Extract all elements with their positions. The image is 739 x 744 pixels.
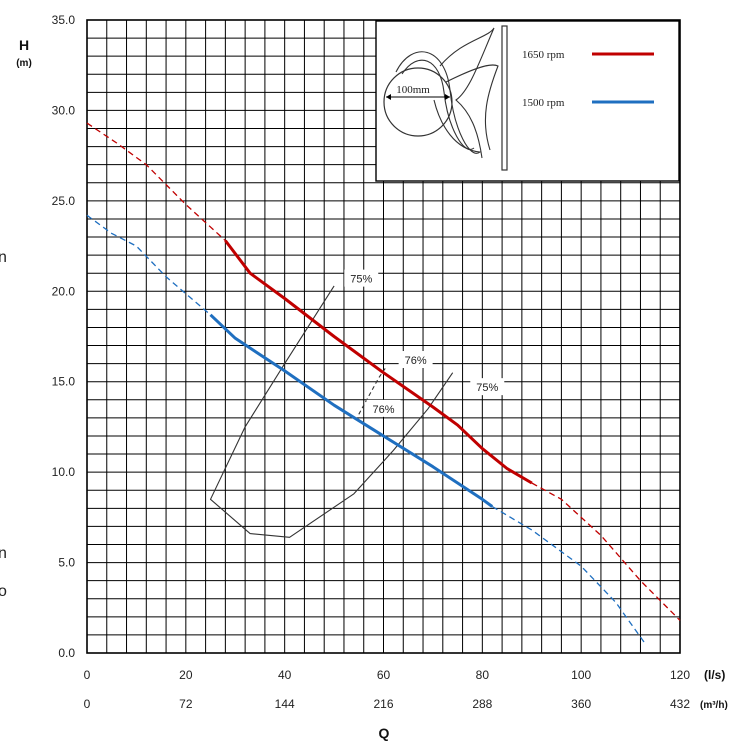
y-tick-label: 10.0 [52,465,76,479]
efficiency-label-bg [366,399,401,417]
impeller-diameter-label: 100mm [396,84,430,96]
x-tick-label: 80 [476,668,490,682]
series-1650-rpm-dashed-start [86,122,226,242]
efficiency-label: 76% [405,355,427,367]
chart-grid [86,19,681,654]
impeller-blade [395,51,482,154]
x2-tick-label: 216 [373,697,393,711]
x2-tick-label: 288 [472,697,492,711]
impeller-blade [439,27,495,159]
x2-tick-label: 0 [84,697,91,711]
x2-axis-unit: (m³/h) [700,700,728,711]
chart-axes: 0.0 5.0 10.0 15.0 20.0 25.0 30.0 35.0 0 20 40 60 80 1… [0,13,728,741]
impeller-hub [383,67,453,137]
y-axis-label: H [19,37,29,53]
x-axis-unit: (l/s) [704,668,725,682]
series-1500-rpm-dashed-start [86,214,211,316]
x-tick-label: 20 [179,668,193,682]
legend-label: 1500 rpm [522,97,565,109]
y-axis-unit: (m) [16,58,32,69]
impeller-blade [401,59,475,150]
efficiency-label: 76% [372,404,394,416]
x-tick-label: 120 [670,668,690,682]
cropped-edge-text: o [0,583,7,600]
y-tick-label: 25.0 [52,194,76,208]
plot-border [86,19,681,654]
x2-tick-label: 144 [275,697,295,711]
x-tick-label: 40 [278,668,292,682]
efficiency-curve-76pct [358,366,387,415]
x-axis-label: Q [379,725,390,741]
efficiency-label: 75% [476,382,498,394]
efficiency-label: 75% [350,274,372,286]
impeller-blade [445,64,499,151]
x-tick-label: 60 [377,668,391,682]
x2-tick-label: 72 [179,697,193,711]
y-tick-label: 0.0 [58,646,75,660]
efficiency-curve-75pct [209,285,454,538]
y-tick-label: 20.0 [52,284,76,298]
y-tick-label: 15.0 [52,375,76,389]
efficiency-label-bg [344,269,379,287]
efficiency-label-bg [398,351,433,369]
y-tick-label: 30.0 [52,103,76,117]
y-tick-label: 35.0 [52,13,76,27]
x-tick-label: 0 [84,668,91,682]
cropped-edge-text: n [0,249,7,266]
series-1650-rpm-dashed-end [531,482,681,621]
x2-tick-label: 432 [670,697,690,711]
cropped-edge-text: n [0,545,7,562]
impeller-shroud [501,25,508,171]
legend-label: 1650 rpm [522,49,565,61]
y-tick-label: 5.0 [58,556,75,570]
x2-tick-label: 360 [571,697,591,711]
series-1650-rpm-line [224,239,533,485]
chart-curves: 75% 76% 76% 75% [86,122,681,645]
series-1500-rpm-dashed-end [491,505,646,645]
series-1500-rpm-line [209,313,494,508]
legend: 100mm 1650 rpm 1500 rpm [375,20,680,182]
x-tick-label: 100 [571,668,591,682]
efficiency-label-bg [470,378,505,396]
